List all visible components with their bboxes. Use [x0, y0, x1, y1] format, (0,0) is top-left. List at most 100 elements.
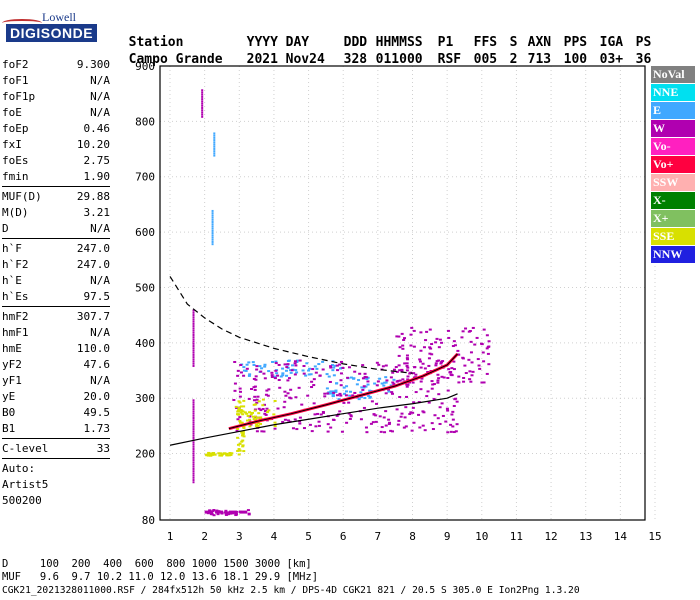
echo-streak-point [192, 322, 195, 325]
echo-point [310, 430, 314, 433]
echo-point [440, 361, 444, 364]
echo-point [450, 413, 454, 416]
echo-point [440, 341, 444, 344]
echo-point [461, 330, 465, 333]
echo-point [241, 432, 245, 435]
echo-streak-point [213, 132, 216, 135]
echo-point [248, 415, 252, 418]
echo-point [283, 363, 287, 366]
echo-point [237, 448, 241, 451]
hdr-label-day: DAY [285, 35, 310, 50]
echo-streak-point [213, 139, 216, 142]
echo-point [253, 388, 257, 391]
hdr-value-axn: 713 [527, 52, 552, 67]
param-key: hmE [2, 342, 22, 355]
echo-point [449, 373, 453, 376]
echo-point [314, 371, 318, 374]
echo-point [480, 381, 484, 384]
echo-point [286, 363, 290, 366]
echo-point [335, 382, 339, 385]
param-value: N/A [90, 90, 110, 103]
echo-point [371, 421, 375, 424]
echo-point [288, 396, 292, 399]
echo-point [263, 377, 267, 380]
echo-streak-point [192, 459, 195, 462]
param-key: foE [2, 106, 22, 119]
echo-point [454, 397, 458, 400]
echo-point [286, 419, 290, 422]
echo-point [452, 360, 456, 363]
echo-point [348, 417, 352, 420]
echo-point [323, 395, 327, 398]
echo-point [477, 364, 481, 367]
params-group-profile: hmF2 307.7 hmF1 N/A hmE 110.0 yF2 47.6 yF1 N/A yE 2… [2, 309, 110, 437]
echo-point [261, 404, 265, 407]
echo-point [349, 376, 353, 379]
echo-point [365, 431, 369, 434]
echo-point [389, 429, 393, 432]
echo-point [251, 361, 255, 364]
echo-point [241, 410, 245, 413]
echo-point [237, 400, 241, 403]
echo-point [218, 454, 222, 457]
echo-point [428, 328, 432, 331]
echo-point [248, 411, 252, 414]
echo-point [331, 369, 335, 372]
echo-point [273, 425, 277, 428]
echo-point [208, 509, 212, 512]
echo-streak-point [192, 476, 195, 479]
echo-point [256, 395, 260, 398]
echo-point [259, 409, 263, 412]
echo-point [234, 512, 238, 515]
echo-point [239, 405, 243, 408]
echo-streak-point [192, 450, 195, 453]
echo-streak-point [192, 405, 195, 408]
echo-point [440, 375, 444, 378]
echo-point [272, 413, 276, 416]
echo-point [293, 362, 297, 365]
echo-point [312, 402, 316, 405]
echo-point [469, 340, 473, 343]
param-key: hmF1 [2, 326, 29, 339]
echo-point [298, 359, 302, 362]
echo-streak-point [211, 232, 214, 235]
param-key: B1 [2, 422, 16, 435]
echo-point [395, 370, 399, 373]
echo-streak-point [192, 425, 195, 428]
echo-point [362, 385, 366, 388]
echo-point [433, 414, 437, 417]
echo-point [461, 357, 465, 360]
hdr-value-ffs: 005 [473, 52, 498, 67]
echo-point [457, 375, 461, 378]
echo-point [281, 374, 285, 377]
echo-point [411, 406, 415, 409]
x-tick-label: 5 [305, 530, 312, 543]
echo-point [486, 352, 490, 355]
echo-point [241, 430, 245, 433]
echo-point [332, 391, 336, 394]
echo-point [422, 346, 426, 349]
echo-point [451, 425, 455, 428]
echo-point [437, 359, 441, 362]
echo-streak-point [192, 309, 195, 312]
echo-point [423, 429, 427, 432]
echo-point [339, 367, 343, 370]
echo-point [262, 372, 266, 375]
echo-point [380, 426, 384, 429]
echo-point [451, 410, 455, 413]
echo-point [329, 392, 333, 395]
echo-point [290, 369, 294, 372]
x-tick-label: 1 [167, 530, 174, 543]
echo-point [339, 379, 343, 382]
echo-point [259, 416, 263, 419]
echo-point [339, 360, 343, 363]
echo-point [238, 395, 242, 398]
echo-point [342, 386, 346, 389]
echo-point [409, 411, 413, 414]
hdr-label-yyyy: YYYY [246, 35, 278, 50]
hdr-value-ps: 36 [635, 52, 652, 67]
param-value: 10.20 [76, 138, 110, 151]
echo-point [436, 417, 440, 420]
echo-point [359, 391, 363, 394]
x-tick-label: 14 [614, 530, 628, 543]
